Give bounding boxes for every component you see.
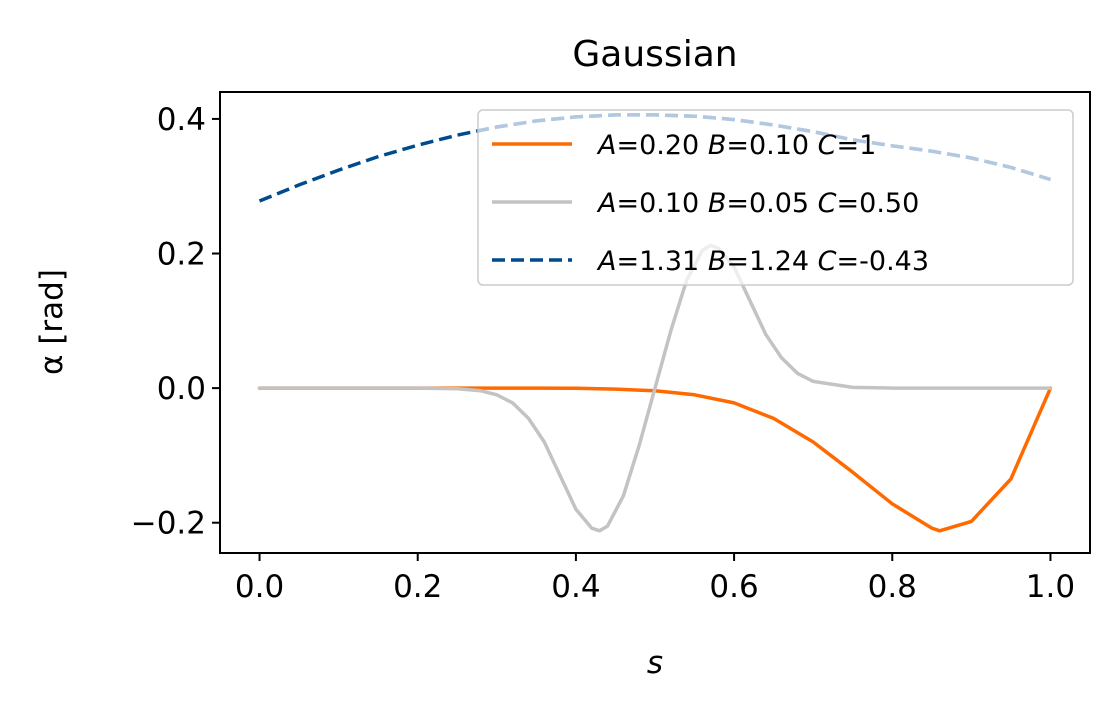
x-axis-label: s bbox=[647, 645, 663, 681]
x-tick-label: 0.6 bbox=[709, 569, 758, 605]
legend-entry: A=0.20 B=0.10 C=1 bbox=[596, 130, 876, 161]
legend-entry: A=0.10 B=0.05 C=0.50 bbox=[596, 188, 919, 219]
x-tick-label: 0.2 bbox=[393, 569, 442, 605]
y-tick-label: 0.4 bbox=[157, 102, 206, 138]
x-tick-label: 0.8 bbox=[868, 569, 917, 605]
legend-box bbox=[477, 109, 1074, 286]
x-axis: 0.0 0.2 0.4 0.6 0.8 1.0 bbox=[235, 553, 1075, 605]
x-tick-label: 0.0 bbox=[235, 569, 284, 605]
y-axis-label: α [rad] bbox=[34, 269, 70, 375]
y-axis: −0.2 0.0 0.2 0.4 bbox=[131, 102, 220, 542]
y-tick-label: −0.2 bbox=[131, 506, 206, 542]
series-line-2 bbox=[257, 243, 1053, 533]
y-tick-label: 0.2 bbox=[157, 237, 206, 273]
series-line-3-under-legend bbox=[478, 113, 1052, 203]
y-tick-label: 0.0 bbox=[157, 371, 206, 407]
plot-frame bbox=[219, 91, 1091, 554]
legend-entry: A=1.31 B=1.24 C=-0.43 bbox=[596, 246, 929, 277]
legend: A=0.20 B=0.10 C=1 A=0.10 B=0.05 C=0.50 A=1… bbox=[477, 109, 1074, 286]
x-tick-label: 1.0 bbox=[1026, 569, 1075, 605]
chart-title: Gaussian bbox=[572, 34, 737, 75]
x-tick-label: 0.4 bbox=[551, 569, 600, 605]
